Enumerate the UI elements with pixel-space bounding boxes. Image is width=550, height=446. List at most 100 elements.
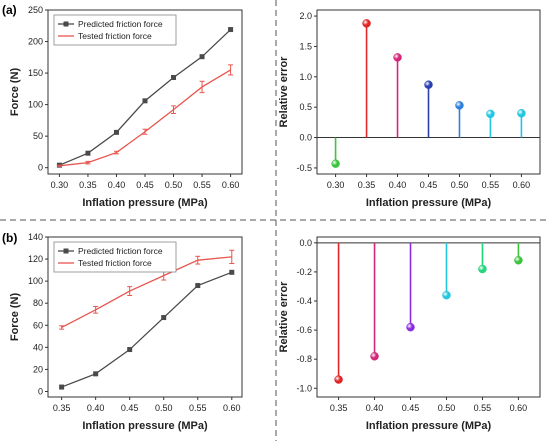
x-tick-label: 0.45	[136, 180, 154, 190]
x-tick-label: 0.40	[108, 180, 126, 190]
stem-marker	[517, 109, 526, 118]
x-tick-label: 0.50	[165, 180, 183, 190]
x-tick-label: 0.60	[513, 180, 531, 190]
x-tick-label: 0.60	[222, 180, 240, 190]
series-line-1	[61, 256, 232, 329]
legend-marker	[63, 248, 69, 254]
y-tick-label: 0.5	[299, 102, 312, 112]
chart-b-error: 0.35 0.40 0.45 0.50 0.55 0.60 0.0 -0.2 -0.4 -0.6 -…	[278, 236, 541, 432]
data-point	[171, 74, 177, 80]
legend-label: Tested friction force	[78, 258, 152, 268]
y-tick-label: 100	[28, 100, 43, 110]
x-axis-label: Inflation pressure (MPa)	[366, 197, 492, 209]
stem-marker	[331, 159, 340, 168]
stem-marker	[406, 322, 415, 332]
x-axis-label: Inflation pressure (MPa)	[82, 197, 208, 209]
series-line-0	[61, 271, 233, 388]
data-point	[59, 384, 65, 390]
legend-marker	[63, 21, 69, 27]
y-tick-label: 0.0	[299, 238, 312, 248]
series-line-1	[59, 69, 231, 167]
x-tick-label: 0.35	[358, 180, 376, 190]
x-tick-label: 0.60	[510, 403, 528, 413]
legend-label: Tested friction force	[78, 31, 152, 41]
chart-b-force: 0.35 0.40 0.45 0.50 0.55 0.60 0 20 40 60 80 100 120 1…	[9, 232, 243, 432]
y-axis-label: Relative error	[278, 281, 290, 353]
y-tick-label: -0.5	[296, 163, 312, 173]
x-tick-label: 0.35	[330, 403, 348, 413]
charts-group: 0.30 0.35 0.40 0.45 0.50 0.55 0.60050100150200…	[9, 5, 541, 432]
panel-label-b: (b)	[2, 231, 17, 245]
data-point	[199, 54, 205, 60]
data-point	[161, 315, 167, 321]
stem-marker	[393, 53, 402, 62]
y-tick-label: -1.0	[296, 383, 312, 393]
x-tick-label: 0.50	[155, 403, 173, 413]
data-point	[229, 269, 235, 275]
plot-frame	[316, 236, 541, 398]
x-tick-label: 0.55	[193, 180, 211, 190]
chart-a-force: 0.30 0.35 0.40 0.45 0.50 0.55 0.60 0 50 100 150 200…	[9, 5, 243, 209]
y-tick-label: 40	[33, 342, 43, 352]
y-tick-label: 60	[33, 320, 43, 330]
x-tick-label: 0.35	[53, 403, 71, 413]
stem-marker	[370, 352, 379, 361]
data-point	[85, 150, 91, 156]
y-tick-label: 200	[28, 37, 43, 47]
y-tick-label: 80	[33, 298, 43, 308]
stem-marker	[486, 109, 495, 119]
plot-frame	[47, 236, 243, 398]
y-tick-label: 250	[28, 5, 43, 15]
x-tick-label: 0.45	[121, 403, 139, 413]
data-point	[113, 129, 119, 135]
x-tick-label: 0.55	[189, 403, 207, 413]
data-point	[127, 347, 133, 353]
y-tick-label: 1.0	[299, 72, 312, 82]
y-tick-label: 0	[38, 163, 43, 173]
x-tick-label: 0.40	[366, 403, 384, 413]
x-tick-label: 0.50	[451, 180, 469, 190]
data-point	[142, 98, 148, 104]
x-tick-label: 0.40	[87, 403, 105, 413]
legend-label: Predicted friction force	[78, 246, 163, 256]
legend-box	[53, 14, 177, 46]
x-tick-label: 0.40	[389, 180, 407, 190]
y-tick-label: 1.5	[299, 41, 312, 51]
y-tick-label: -0.8	[296, 354, 312, 364]
x-axis-label: Inflation pressure (MPa)	[82, 420, 208, 432]
x-tick-label: 0.45	[420, 180, 438, 190]
panel-label-a: (a)	[2, 3, 17, 17]
y-tick-label: 0.0	[299, 133, 312, 143]
stem-marker	[478, 264, 487, 274]
y-tick-label: 20	[33, 364, 43, 374]
x-tick-label: 0.45	[402, 403, 420, 413]
y-tick-label: 50	[33, 131, 43, 141]
y-tick-label: 2.0	[299, 11, 312, 21]
stem-marker	[362, 19, 371, 28]
y-tick-label: -0.4	[296, 296, 312, 306]
x-tick-label: 0.55	[482, 180, 500, 190]
stem-marker	[514, 256, 523, 265]
data-point	[228, 27, 234, 33]
x-axis-label: Inflation pressure (MPa)	[366, 420, 492, 432]
x-tick-label: 0.30	[51, 180, 69, 190]
stem-marker	[442, 290, 451, 300]
y-tick-label: -0.6	[296, 325, 312, 335]
x-tick-label: 0.35	[79, 180, 97, 190]
y-tick-label: 120	[28, 254, 43, 264]
chart-a-error: 0.30 0.35 0.40 0.45 0.50 0.55 0.60 -0.5 0.0 0.5 1.…	[278, 9, 541, 209]
y-tick-label: 0	[38, 386, 43, 396]
y-axis-label: Force (N)	[9, 293, 21, 342]
x-tick-label: 0.55	[474, 403, 492, 413]
x-tick-label: 0.30	[327, 180, 345, 190]
series-line-0	[59, 29, 232, 166]
stem-marker	[455, 101, 464, 110]
y-tick-label: -0.2	[296, 267, 312, 277]
x-tick-label: 0.60	[223, 403, 241, 413]
legend-box	[53, 241, 177, 273]
y-tick-label: 100	[28, 276, 43, 286]
y-tick-label: 150	[28, 68, 43, 78]
y-tick-label: 140	[28, 232, 43, 242]
